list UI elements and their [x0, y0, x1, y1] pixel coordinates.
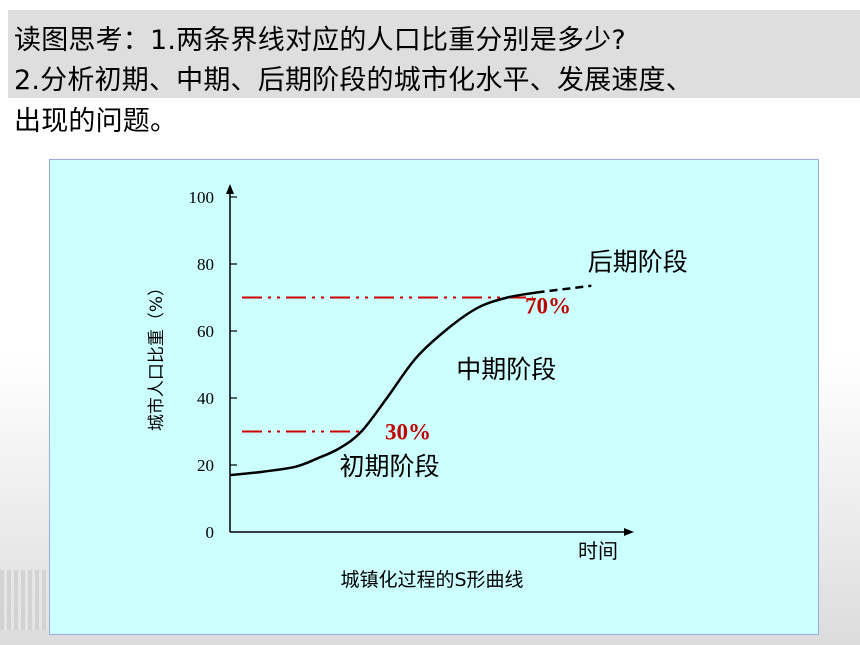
s-curve-line	[229, 291, 537, 477]
x-axis-label: 时间	[578, 539, 618, 563]
stage-label-2: 中期阶段	[456, 355, 556, 384]
y-axis-arrow	[226, 184, 234, 194]
question-line-2: 2.分析初期、中期、后期阶段的城市化水平、发展速度、	[14, 65, 693, 96]
threshold-lines: 30% 70%	[242, 294, 571, 445]
threshold-label-70: 70%	[525, 294, 571, 319]
threshold-label-30: 30%	[385, 420, 431, 445]
y-tick-label: 20	[197, 456, 214, 475]
axes	[226, 184, 634, 536]
question-line-3: 出现的问题。	[14, 106, 178, 137]
y-tick-label: 100	[189, 188, 215, 207]
background-skyline	[0, 570, 49, 630]
curve-group	[229, 284, 592, 477]
stage-label-3: 后期阶段	[588, 248, 688, 277]
stage-labels: 初期阶段 中期阶段 后期阶段	[340, 248, 688, 481]
chart-panel: 0 20 40 60 80 100 30% 70% 初期阶段 中期阶段 后期阶段 城市人口比重（…	[49, 159, 819, 635]
s-curve-chart: 0 20 40 60 80 100 30% 70% 初期阶段 中期阶段 后期阶段 城市人口比重（…	[147, 184, 688, 591]
y-tick-label: 0	[206, 523, 215, 542]
question-box	[8, 10, 860, 98]
y-tick-label: 40	[197, 389, 214, 408]
y-axis-label: 城市人口比重（%）	[147, 279, 167, 431]
chart-title: 城镇化过程的S形曲线	[340, 569, 523, 591]
stage-label-1: 初期阶段	[340, 452, 440, 481]
s-curve-extension	[536, 284, 592, 294]
x-axis-arrow	[624, 528, 634, 536]
question-line-1: 读图思考：1.两条界线对应的人口比重分别是多少?	[14, 25, 626, 56]
y-ticks: 0 20 40 60 80 100	[189, 188, 237, 542]
y-tick-label: 80	[197, 255, 214, 274]
y-tick-label: 60	[197, 322, 214, 341]
